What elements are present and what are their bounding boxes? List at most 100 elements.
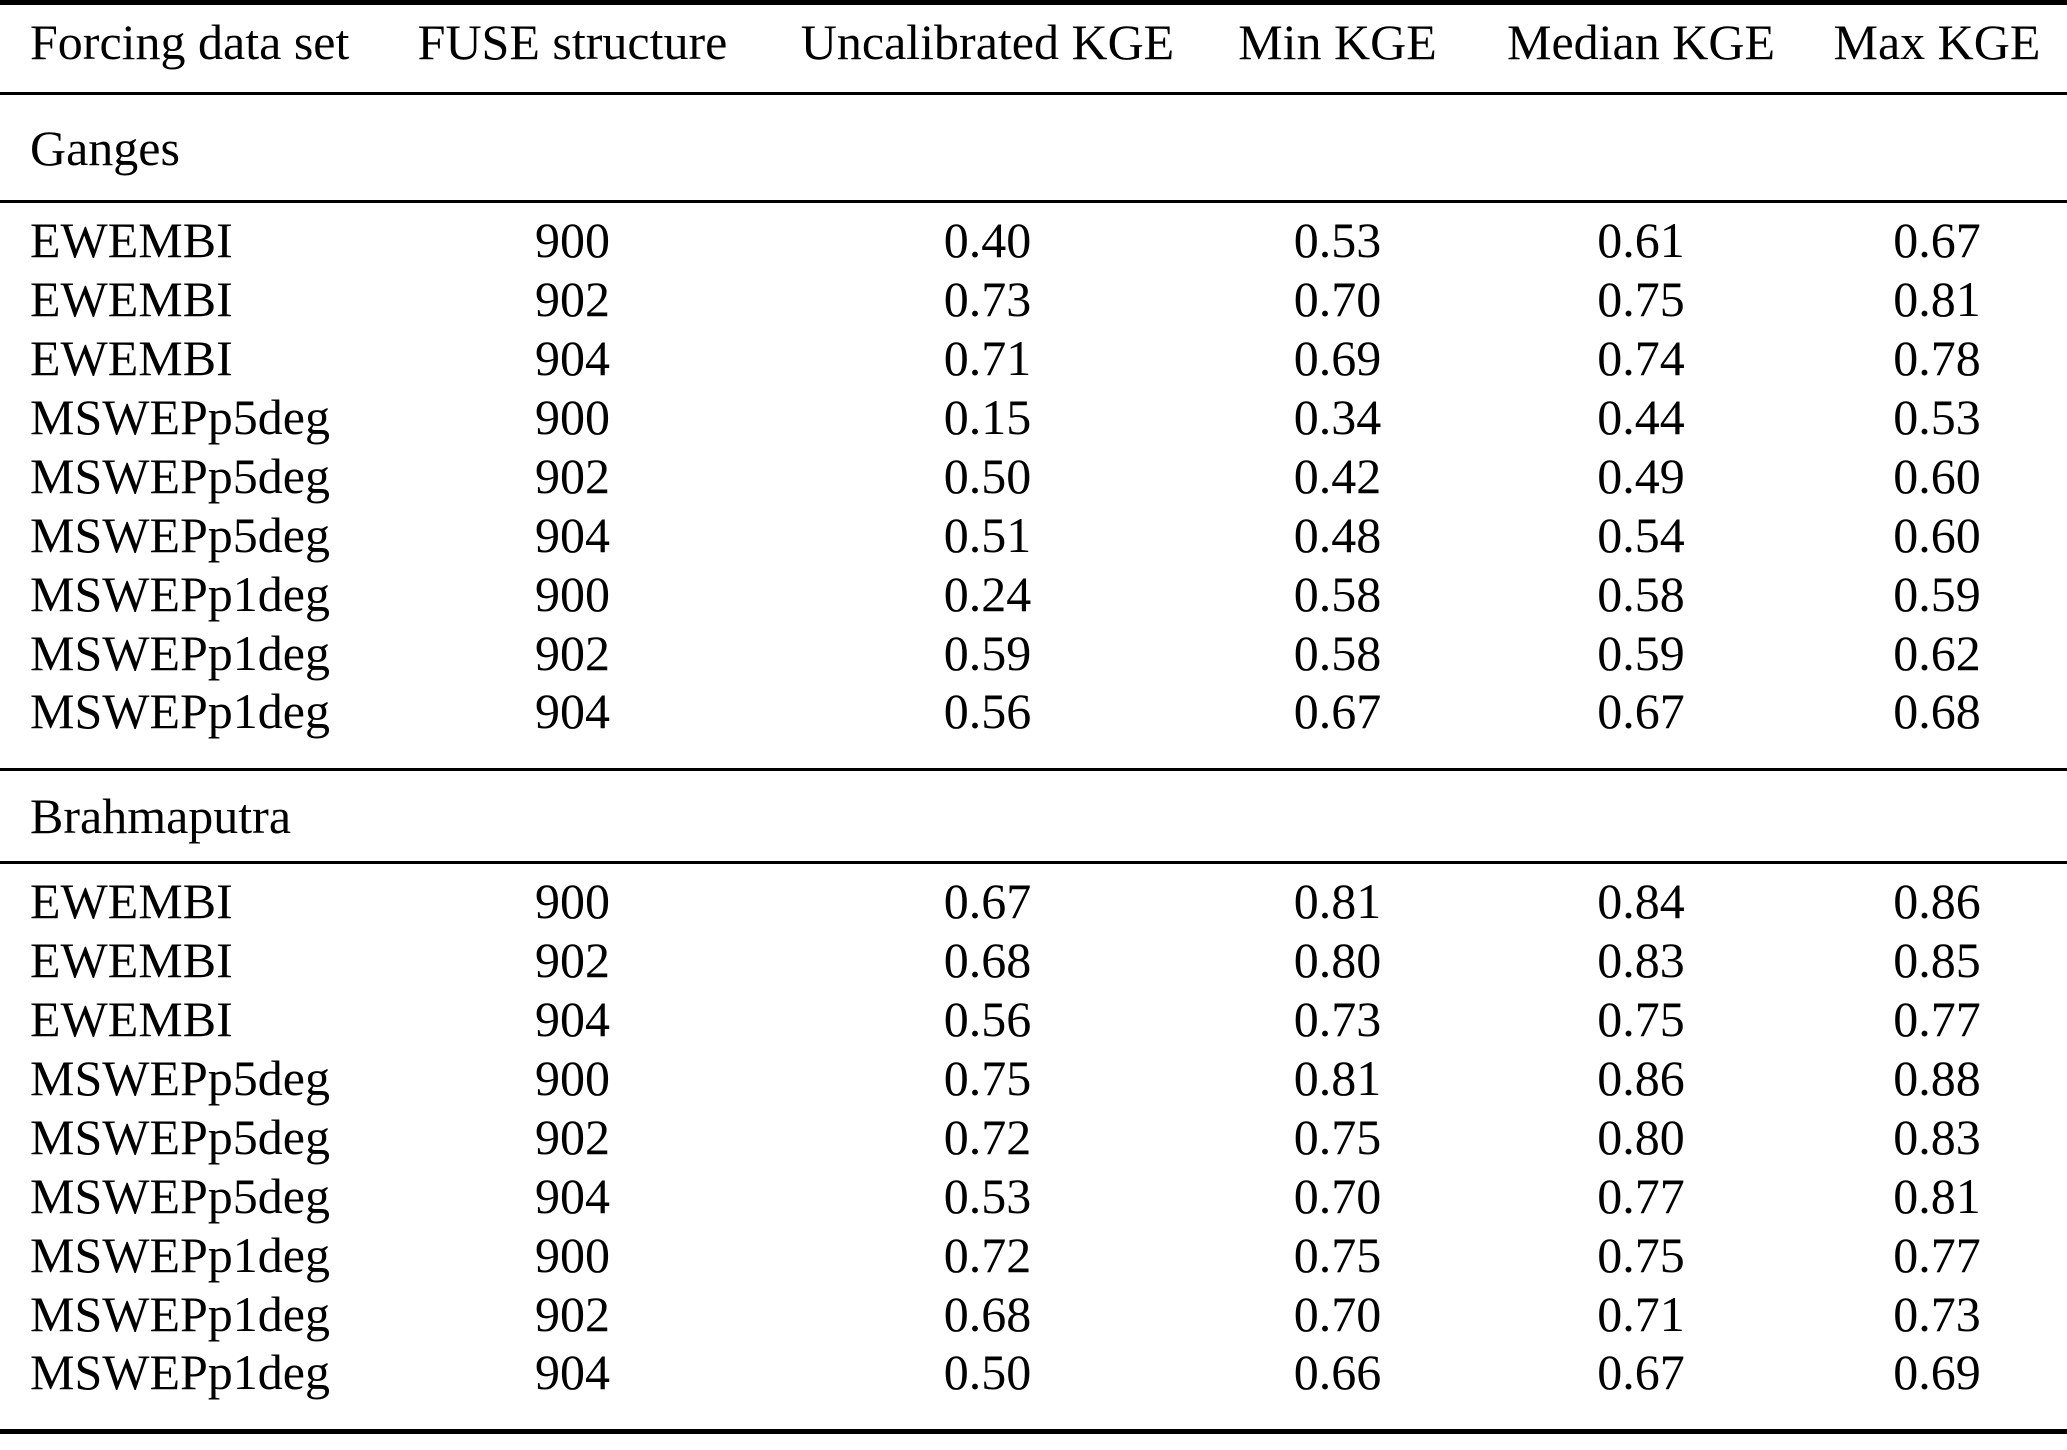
section-label-ganges: Ganges: [0, 93, 2067, 203]
max-kge-cell: 0.60: [1893, 506, 1981, 563]
min-kge-cell: 0.69: [1293, 329, 1382, 386]
forcing-dataset-cell: EWEMBI: [30, 873, 233, 929]
uncalibrated-kge-cell: 0.56: [943, 990, 1032, 1047]
section-brahmaputra: Brahmaputra: [0, 769, 2067, 864]
median-kge-cell: 0.74: [1597, 329, 1685, 386]
table-row: MSWEPp1deg 900 0.24 0.58 0.58 0.59: [0, 564, 2067, 623]
uncalibrated-kge-cell: 0.40: [943, 212, 1032, 268]
table-row: EWEMBI 904 0.71 0.69 0.74 0.78: [0, 328, 2067, 387]
median-kge-cell: 0.77: [1597, 1167, 1685, 1224]
table-row: EWEMBI 900 0.67 0.81 0.84 0.86: [0, 863, 2067, 931]
col-header-max-kge: Max KGE: [1807, 2, 2067, 95]
max-kge-cell: 0.59: [1893, 565, 1981, 622]
col-header-uncalibrated-kge: Uncalibrated KGE: [775, 2, 1200, 95]
uncalibrated-kge-cell: 0.59: [943, 624, 1032, 681]
fuse-structure-cell: 904: [535, 1344, 610, 1400]
table-row: MSWEPp5deg 900 0.15 0.34 0.44 0.53: [0, 387, 2067, 446]
forcing-dataset-cell: MSWEPp1deg: [30, 683, 330, 739]
fuse-structure-cell: 902: [535, 270, 610, 327]
min-kge-cell: 0.58: [1293, 565, 1382, 622]
table-row: EWEMBI 902 0.68 0.80 0.83 0.85: [0, 930, 2067, 989]
table-row: MSWEPp1deg 904 0.50 0.66 0.67 0.69: [0, 1343, 2067, 1432]
fuse-structure-cell: 902: [535, 1285, 610, 1342]
median-kge-cell: 0.71: [1597, 1285, 1685, 1342]
max-kge-cell: 0.83: [1893, 1108, 1981, 1165]
table-header: Forcing data set FUSE structure Uncalibr…: [0, 2, 2067, 95]
uncalibrated-kge-cell: 0.71: [943, 329, 1032, 386]
ganges-data: EWEMBI 900 0.40 0.53 0.61 0.67 EWEMBI 90…: [0, 202, 2067, 770]
max-kge-cell: 0.86: [1893, 873, 1981, 929]
uncalibrated-kge-cell: 0.50: [943, 1344, 1032, 1400]
table-row: MSWEPp5deg 902 0.50 0.42 0.49 0.60: [0, 446, 2067, 505]
forcing-dataset-cell: MSWEPp5deg: [30, 1108, 330, 1165]
max-kge-cell: 0.77: [1893, 990, 1981, 1047]
fuse-structure-cell: 904: [535, 329, 610, 386]
forcing-dataset-cell: EWEMBI: [30, 990, 233, 1047]
table-row: MSWEPp5deg 904 0.53 0.70 0.77 0.81: [0, 1166, 2067, 1225]
table-row: EWEMBI 902 0.73 0.70 0.75 0.81: [0, 269, 2067, 328]
section-ganges: Ganges: [0, 93, 2067, 203]
uncalibrated-kge-cell: 0.53: [943, 1167, 1032, 1224]
forcing-dataset-cell: MSWEPp5deg: [30, 506, 330, 563]
uncalibrated-kge-cell: 0.72: [943, 1226, 1032, 1283]
table-row: MSWEPp1deg 902 0.59 0.58 0.59 0.62: [0, 623, 2067, 682]
median-kge-cell: 0.84: [1597, 873, 1685, 929]
max-kge-cell: 0.68: [1893, 683, 1981, 739]
forcing-dataset-cell: EWEMBI: [30, 270, 233, 327]
forcing-dataset-cell: EWEMBI: [30, 931, 233, 988]
min-kge-cell: 0.75: [1293, 1108, 1382, 1165]
median-kge-cell: 0.58: [1597, 565, 1685, 622]
forcing-dataset-cell: MSWEPp1deg: [30, 1285, 330, 1342]
brahmaputra-data: EWEMBI 900 0.67 0.81 0.84 0.86 EWEMBI 90…: [0, 863, 2067, 1432]
max-kge-cell: 0.81: [1893, 1167, 1981, 1224]
table-row: MSWEPp1deg 902 0.68 0.70 0.71 0.73: [0, 1284, 2067, 1343]
col-header-fuse-structure: FUSE structure: [370, 2, 775, 95]
fuse-structure-cell: 904: [535, 506, 610, 563]
max-kge-cell: 0.85: [1893, 931, 1981, 988]
table-row: EWEMBI 904 0.56 0.73 0.75 0.77: [0, 989, 2067, 1048]
uncalibrated-kge-cell: 0.24: [943, 565, 1032, 622]
fuse-structure-cell: 904: [535, 990, 610, 1047]
min-kge-cell: 0.80: [1293, 931, 1382, 988]
fuse-structure-cell: 900: [535, 1226, 610, 1283]
median-kge-cell: 0.44: [1597, 388, 1685, 445]
uncalibrated-kge-cell: 0.72: [943, 1108, 1032, 1165]
min-kge-cell: 0.58: [1293, 624, 1382, 681]
min-kge-cell: 0.70: [1293, 1285, 1382, 1342]
max-kge-cell: 0.81: [1893, 270, 1981, 327]
section-label-row: Ganges: [0, 93, 2067, 203]
median-kge-cell: 0.75: [1597, 990, 1685, 1047]
forcing-dataset-cell: EWEMBI: [30, 329, 233, 386]
fuse-structure-cell: 900: [535, 388, 610, 445]
forcing-dataset-cell: MSWEPp1deg: [30, 565, 330, 622]
fuse-structure-cell: 902: [535, 447, 610, 504]
min-kge-cell: 0.34: [1293, 388, 1382, 445]
min-kge-cell: 0.66: [1293, 1344, 1382, 1400]
max-kge-cell: 0.62: [1893, 624, 1981, 681]
min-kge-cell: 0.73: [1293, 990, 1382, 1047]
min-kge-cell: 0.70: [1293, 1167, 1382, 1224]
median-kge-cell: 0.75: [1597, 1226, 1685, 1283]
fuse-structure-cell: 900: [535, 565, 610, 622]
max-kge-cell: 0.60: [1893, 447, 1981, 504]
min-kge-cell: 0.42: [1293, 447, 1382, 504]
uncalibrated-kge-cell: 0.68: [943, 1285, 1032, 1342]
min-kge-cell: 0.53: [1293, 212, 1382, 268]
fuse-structure-cell: 902: [535, 624, 610, 681]
forcing-dataset-cell: MSWEPp1deg: [30, 624, 330, 681]
forcing-dataset-cell: MSWEPp1deg: [30, 1226, 330, 1283]
uncalibrated-kge-cell: 0.67: [943, 873, 1032, 929]
max-kge-cell: 0.69: [1893, 1344, 1981, 1400]
uncalibrated-kge-cell: 0.75: [943, 1049, 1032, 1106]
uncalibrated-kge-cell: 0.73: [943, 270, 1032, 327]
min-kge-cell: 0.81: [1293, 873, 1382, 929]
min-kge-cell: 0.70: [1293, 270, 1382, 327]
min-kge-cell: 0.67: [1293, 683, 1382, 739]
uncalibrated-kge-cell: 0.56: [943, 683, 1032, 739]
fuse-structure-cell: 904: [535, 683, 610, 739]
fuse-structure-cell: 900: [535, 212, 610, 268]
section-label-brahmaputra: Brahmaputra: [0, 769, 2067, 864]
col-header-median-kge: Median KGE: [1475, 2, 1807, 95]
header-row: Forcing data set FUSE structure Uncalibr…: [0, 2, 2067, 95]
